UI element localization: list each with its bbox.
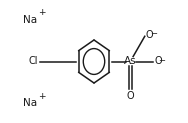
Text: +: +	[38, 8, 45, 17]
Text: +: +	[38, 92, 45, 101]
Text: Cl: Cl	[28, 56, 38, 67]
Text: O: O	[154, 56, 162, 67]
Text: Na: Na	[23, 15, 37, 25]
Text: Na: Na	[23, 98, 37, 108]
Text: −: −	[158, 56, 166, 65]
Text: O: O	[127, 91, 134, 101]
Text: −: −	[150, 29, 157, 38]
Text: As: As	[124, 56, 137, 67]
Text: O: O	[146, 30, 153, 40]
